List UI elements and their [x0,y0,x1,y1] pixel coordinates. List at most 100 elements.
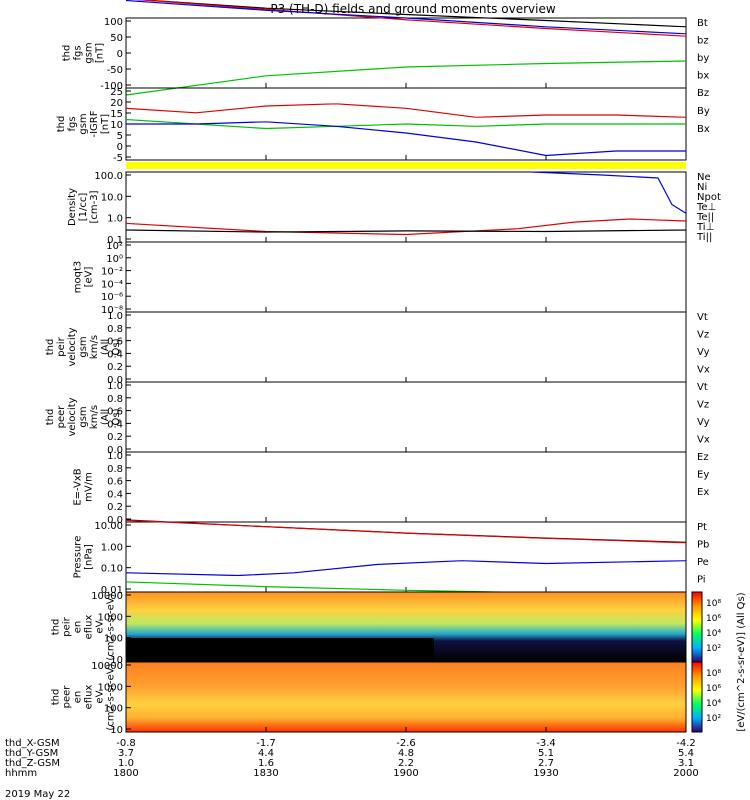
colorbar-tick: 10⁸ [706,599,721,609]
legend-Vt: Vt [697,312,708,323]
legend-Vx: Vx [697,365,710,376]
ephemeris-bar [126,162,686,169]
panel-peer_vel: 1.0 0.8 0.60.4 0.2 0.0 thdpeervelocitygsmkm/s… [45,381,710,456]
colorbar-lower [691,661,703,733]
panel-peer_spec: 10000 1000 100 10thdpeerenefluxeV(cm2-s-sr-… [51,661,687,736]
ytick-label: 0.6 [107,337,123,348]
colorbar-tick: 10⁶ [706,684,721,694]
series-Pb [126,520,686,543]
legend-Bt: Bt [697,18,708,29]
ytick-label: 0.01 [101,585,123,596]
legend-Bz: Bz [697,88,709,99]
panel-moqt3: 10² 10⁰ 10⁻²10⁻⁴ 10⁻⁶ 10⁻⁸ moqt3[eV] [73,241,687,316]
panel-pressure: 10.00 1.00 0.10 0.01 Pressure[nPa] Pt Pb Pe Pi [73,520,709,596]
ytick-label: 0.8 [107,464,123,475]
ytick-label: 15 [110,109,123,120]
fgs_big-ylabel: thdfgsgsm[nT] [62,42,106,63]
ytick-label: 5 [117,131,123,142]
legend-Vt: Vt [697,382,708,393]
colorbar-tick: 10⁶ [706,614,721,624]
colorbar-tick: 10² [706,714,721,724]
panel-peir_spec: 10000 1000 100 10thdpeirenefluxeV(cm2-s-sr-… [51,591,687,666]
peer_vel-ylabel: thdpeervelocitygsmkm/s(AllQs) [45,397,122,436]
ytick-label: 100 [104,704,123,715]
ytick-label: 10⁻⁸ [101,305,123,316]
moqt3-ylabel: moqt3[eV] [73,261,95,294]
orbit-value: 3.7 [118,748,134,759]
orbit-value: 1930 [533,768,558,779]
legend-Pt: Pt [697,522,707,533]
ytick-label: -100 [100,81,123,92]
ytick-label: -5 [113,153,123,164]
legend-Ex: Ex [697,487,709,498]
ytick-label: 100 [104,17,123,28]
series-Bt [126,0,686,27]
ytick-label: 10⁻⁴ [101,279,123,290]
panel-density: 100.0 10.0 1.0 0.1 Density[1/cc][cm-3] NeNiNp… [67,171,721,246]
ytick-label: 10⁻² [101,267,123,278]
plot-title: P3 (TH-D) fields and ground moments over… [270,2,555,16]
date-label: 2019 May 22 [5,789,70,800]
ytick-label: 0.2 [107,362,123,373]
orbit-value: 5.1 [538,748,554,759]
ytick-label: 10 [110,725,123,736]
legend-By: By [697,106,710,117]
orbit-value: 3.1 [678,758,694,769]
legend-Ni: Ni [697,182,707,193]
orbit-value: 1.6 [258,758,274,769]
peir_vel-ylabel: thdpeirvelocitygsmkm/s(AllQs) [45,327,122,366]
ytick-label: 0.2 [107,432,123,443]
ytick-label: 0.4 [107,419,123,430]
series-By [126,120,686,129]
ytick-label: 0.6 [107,477,123,488]
legend-by: by [697,53,709,64]
legend-Ey: Ey [697,470,709,481]
legend-extra: Te|| [696,212,714,223]
legend-Pi: Pi [697,575,706,586]
legend-Vx: Vx [697,435,710,446]
legend-extra: Te⊥ [696,202,716,213]
ytick-label: 0.8 [107,324,123,335]
peer_spec-ylabel: thdpeerenefluxeV(cm2-s-sr-eV) [51,663,117,730]
orbit-row-label: thd_X-GSM [5,738,60,749]
peir_spec-ylabel: thdpeirenefluxeV(cm2-s-sr-eV) [51,593,117,660]
ytick-label: -50 [107,65,123,76]
orbit-value: 1830 [253,768,278,779]
legend-bx: bx [697,71,709,82]
orbit-value: -4.2 [676,738,696,749]
legend-Npot: Npot [697,192,721,203]
panel-efield: 1.0 0.8 0.60.4 0.2 0.0 E=-VxBmV/m Ez Ey Ex [73,451,710,526]
ytick-label: 0.8 [107,394,123,405]
panels: 100500-50-100thdfgsgsm[nT]Btbzbybx252015… [45,0,747,736]
orbit-value: -1.7 [256,738,276,749]
legend-Vy: Vy [697,417,710,428]
ytick-label: 10 [110,655,123,666]
ytick-label: 10000 [91,591,123,602]
orbit-value: 2.2 [398,758,414,769]
ytick-label: 10² [106,241,123,252]
ytick-label: 1.0 [107,214,123,225]
legend-Vy: Vy [697,347,710,358]
series-bz [126,0,686,36]
colorbar-tick: 10⁸ [706,669,721,679]
ytick-label: 20 [110,98,123,109]
series-Ni [126,230,686,232]
ytick-label: 10.0 [101,192,123,203]
orbit-row-label: thd_Y-GSM [5,748,58,759]
orbit-value: 4.4 [258,748,274,759]
orbit-value: 2000 [673,768,698,779]
legend-Ne: Ne [697,172,711,183]
series-Pt [126,520,686,542]
colorbar-tick: 10⁴ [706,699,721,709]
legend-Vz: Vz [697,330,709,341]
peir-low-energy-dropout [126,638,434,662]
series-by [126,61,686,95]
ytick-label: 10⁻⁶ [101,292,123,303]
ytick-label: 25 [110,87,123,98]
legend-Vz: Vz [697,400,709,411]
orbit-value: -0.8 [116,738,136,749]
ytick-label: 0.1 [107,235,123,246]
legend-extra: Ti|| [696,232,712,243]
fgs_small-ylabel: thdfgsgsm-IGRF[nT] [56,110,111,137]
